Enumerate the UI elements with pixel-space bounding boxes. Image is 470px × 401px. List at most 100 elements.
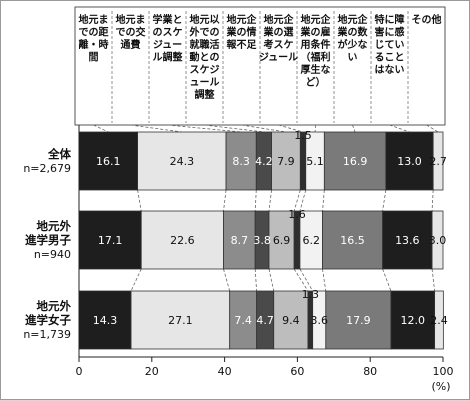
series-label-line: ル調整 bbox=[153, 51, 183, 64]
data-label: 4.2 bbox=[255, 155, 273, 168]
header-connector bbox=[353, 125, 356, 132]
series-label-line: 学業と bbox=[153, 13, 183, 26]
data-label: 5.1 bbox=[306, 155, 324, 168]
data-label: 1.3 bbox=[302, 288, 320, 301]
series-label-line: （福利 bbox=[301, 51, 331, 64]
series-label-line: ど） bbox=[306, 76, 326, 89]
header-connector bbox=[168, 125, 242, 132]
header-connector bbox=[94, 125, 109, 132]
series-label-5: 地元企業の情報不足 bbox=[226, 13, 258, 51]
data-label: 2.4 bbox=[430, 314, 448, 327]
header-connector bbox=[131, 125, 182, 132]
data-label: 2.7 bbox=[429, 155, 447, 168]
x-unit-label: (%) bbox=[431, 380, 450, 393]
data-label: 8.7 bbox=[231, 234, 249, 247]
data-label: 13.6 bbox=[395, 234, 420, 247]
series-label-line: 業の雇 bbox=[300, 26, 331, 39]
row-connector bbox=[269, 190, 272, 211]
series-label-line: 離・時 bbox=[79, 38, 109, 51]
row-connector bbox=[224, 190, 227, 211]
series-label-line: 厚生な bbox=[301, 63, 331, 76]
series-label-line: 地元企 bbox=[264, 13, 295, 26]
series-label-line: 通費 bbox=[121, 38, 141, 51]
series-label-line: ュール bbox=[190, 78, 220, 89]
series-label-line: 就職活 bbox=[190, 38, 220, 51]
series-label-line: スケジ bbox=[190, 64, 220, 76]
x-tick-label: 40 bbox=[218, 365, 232, 378]
data-label: 1.5 bbox=[294, 129, 312, 142]
data-label: 14.3 bbox=[93, 314, 118, 327]
x-tick-label: 100 bbox=[433, 365, 454, 378]
series-label-line: 間 bbox=[89, 52, 99, 64]
series-label-line: 報不足 bbox=[227, 38, 258, 51]
row-connector bbox=[269, 269, 274, 291]
data-label: 6.9 bbox=[273, 234, 291, 247]
series-label-line: 外での bbox=[189, 26, 220, 39]
x-tick-label: 0 bbox=[76, 365, 83, 378]
series-label-line: 用条件 bbox=[300, 38, 331, 51]
row-connector bbox=[138, 190, 142, 211]
series-label-box: 地元までの距離・時間地元までの交通費学業とのスケジュール調整地元以外での就職活動… bbox=[75, 7, 445, 125]
row-label-2: 地元外進学男子 bbox=[25, 219, 71, 247]
series-label-9: 特に障害に感じていることはない bbox=[375, 13, 405, 76]
series-label-line: 考スケ bbox=[264, 38, 294, 51]
data-label: 22.6 bbox=[170, 234, 195, 247]
row-connector bbox=[224, 269, 230, 291]
series-label-line: 地元企 bbox=[338, 13, 369, 26]
data-label: 16.9 bbox=[343, 155, 368, 168]
data-label: 3.0 bbox=[429, 234, 447, 247]
series-label-line: ジュール bbox=[259, 52, 298, 64]
data-label: 4.7 bbox=[256, 314, 274, 327]
row-label-line: 進学男子 bbox=[25, 233, 71, 247]
row-n-3: n=1,739 bbox=[23, 328, 71, 341]
series-label-line: じてい bbox=[375, 39, 405, 51]
row-connector bbox=[255, 190, 256, 211]
series-label-line: ジュー bbox=[153, 39, 182, 51]
series-label-line: 業の情 bbox=[226, 26, 257, 39]
series-label-line: が少な bbox=[338, 38, 368, 51]
row-label-3: 地元外進学女子 bbox=[25, 299, 71, 327]
series-label-line: 地元ま bbox=[116, 13, 146, 26]
data-label: 16.1 bbox=[96, 155, 121, 168]
row-connector bbox=[432, 190, 433, 211]
row-connector bbox=[255, 269, 256, 291]
series-label-line: での交 bbox=[116, 26, 146, 39]
data-label: 13.0 bbox=[397, 155, 422, 168]
series-label-line: 業の数 bbox=[337, 26, 369, 39]
row-connector bbox=[383, 190, 386, 211]
data-label: 3.8 bbox=[253, 234, 271, 247]
x-tick-label: 20 bbox=[145, 365, 159, 378]
series-label-line: 動との bbox=[190, 51, 220, 64]
series-label-line: その他 bbox=[412, 13, 442, 26]
series-label-line: 害に感 bbox=[375, 26, 405, 39]
data-label: 17.9 bbox=[346, 314, 371, 327]
header-connector bbox=[242, 125, 286, 132]
data-label: 24.3 bbox=[170, 155, 195, 168]
row-connector bbox=[131, 269, 141, 291]
series-label-line: のスケ bbox=[153, 27, 183, 39]
series-label-line: 地元ま bbox=[79, 13, 109, 26]
row-n-1: n=2,679 bbox=[23, 162, 71, 175]
data-label: 12.0 bbox=[401, 314, 426, 327]
series-label-10: その他 bbox=[412, 13, 442, 26]
data-label: 9.4 bbox=[282, 314, 300, 327]
data-label: 27.1 bbox=[168, 314, 193, 327]
series-label-line: 地元企 bbox=[301, 13, 332, 26]
series-label-line: 業の選 bbox=[263, 26, 294, 39]
series-label-line: 地元以 bbox=[190, 13, 220, 26]
row-label-line: 地元外 bbox=[37, 219, 72, 233]
data-label: 7.9 bbox=[277, 155, 295, 168]
data-label: 1.6 bbox=[288, 208, 306, 221]
series-label-line: 調整 bbox=[195, 88, 215, 101]
series-label-line: での距 bbox=[79, 27, 109, 39]
header-connector bbox=[427, 125, 439, 132]
series-label-line: ること bbox=[375, 52, 405, 64]
series-label-line: 地元企 bbox=[227, 13, 258, 26]
x-tick-label: 80 bbox=[363, 365, 377, 378]
